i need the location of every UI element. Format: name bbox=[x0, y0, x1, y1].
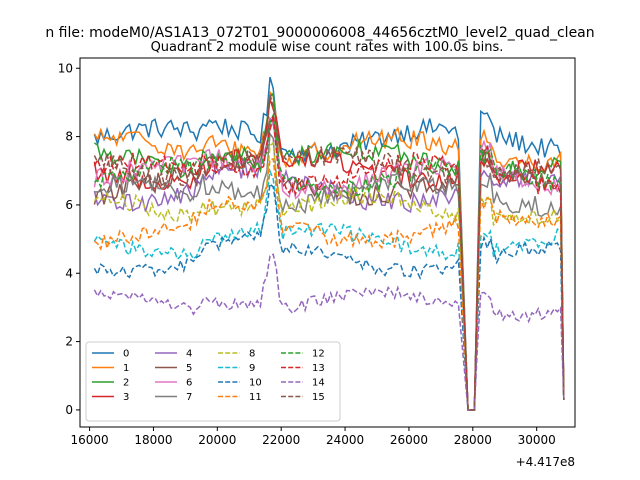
legend-label-15: 15 bbox=[312, 392, 325, 403]
legend-label-0: 0 bbox=[123, 349, 129, 360]
x-axis: 16000 18000 20000 22000 24000 26000 28000 30000 bbox=[70, 427, 556, 447]
y-tick-label: 2 bbox=[65, 335, 73, 349]
legend-label-4: 4 bbox=[186, 349, 192, 360]
x-tick-label: 30000 bbox=[518, 433, 556, 447]
series-line-6 bbox=[93, 120, 565, 411]
legend-label-5: 5 bbox=[186, 363, 192, 374]
axes-frame bbox=[79, 57, 576, 428]
legend-box bbox=[85, 341, 341, 422]
series-line-13 bbox=[93, 115, 565, 411]
legend-label-12: 12 bbox=[312, 349, 325, 360]
series-line-14 bbox=[93, 253, 565, 411]
series-line-5 bbox=[93, 119, 565, 411]
figure-suptitle: n file: modeM0/AS1A13_072T01_9000006008_… bbox=[45, 25, 594, 41]
series-line-9 bbox=[93, 168, 565, 411]
x-tick-label: 16000 bbox=[70, 433, 108, 447]
x-tick-label: 26000 bbox=[390, 433, 428, 447]
x-tick-label: 22000 bbox=[262, 433, 300, 447]
x-tick-label: 24000 bbox=[326, 433, 364, 447]
y-tick-label: 6 bbox=[65, 198, 73, 212]
y-tick-label: 8 bbox=[65, 130, 73, 144]
series-line-0 bbox=[93, 76, 565, 411]
legend-label-9: 9 bbox=[249, 363, 255, 374]
y-tick-label: 10 bbox=[58, 61, 73, 75]
x-tick-label: 18000 bbox=[134, 433, 172, 447]
legend-label-13: 13 bbox=[312, 363, 325, 374]
series-line-11 bbox=[93, 157, 565, 411]
series-line-8 bbox=[93, 141, 565, 411]
legend-label-6: 6 bbox=[186, 378, 192, 389]
legend-label-2: 2 bbox=[123, 378, 129, 389]
series-layer bbox=[93, 76, 565, 411]
series-line-12 bbox=[94, 112, 565, 411]
series-line-10 bbox=[93, 182, 565, 411]
y-tick-label: 4 bbox=[65, 266, 73, 280]
x-tick-label: 20000 bbox=[198, 433, 236, 447]
series-line-15 bbox=[93, 94, 565, 411]
legend-label-8: 8 bbox=[249, 349, 255, 360]
legend-label-3: 3 bbox=[123, 392, 129, 403]
chart-title: Quadrant 2 module wise count rates with … bbox=[151, 40, 504, 55]
legend-label-7: 7 bbox=[186, 392, 192, 403]
series-line-2 bbox=[93, 91, 565, 411]
legend-label-14: 14 bbox=[312, 378, 325, 389]
legend-label-11: 11 bbox=[249, 392, 262, 403]
legend-label-10: 10 bbox=[249, 378, 262, 389]
x-tick-label: 28000 bbox=[454, 433, 492, 447]
legend-label-1: 1 bbox=[123, 363, 129, 374]
y-tick-label: 0 bbox=[65, 403, 73, 417]
series-line-1 bbox=[93, 90, 565, 411]
x-offset-label: +4.417e8 bbox=[516, 455, 575, 469]
y-axis: 0 2 4 6 8 10 bbox=[58, 61, 80, 417]
